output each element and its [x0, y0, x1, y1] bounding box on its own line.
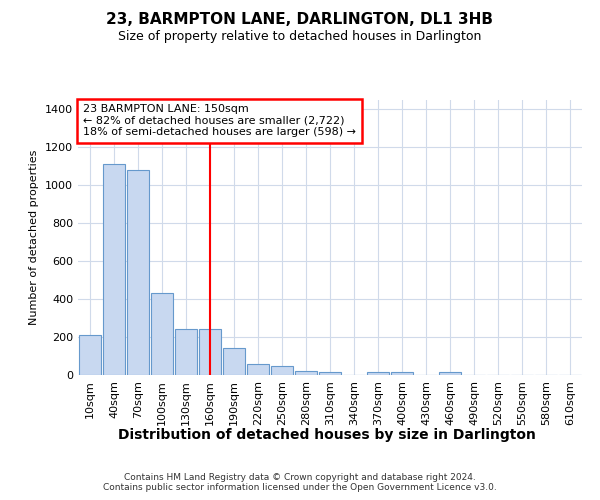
Text: Contains public sector information licensed under the Open Government Licence v3: Contains public sector information licen… [103, 484, 497, 492]
Bar [79, 335, 101, 375]
Text: Contains HM Land Registry data © Crown copyright and database right 2024.: Contains HM Land Registry data © Crown c… [124, 472, 476, 482]
Bar [199, 330, 221, 375]
Bar [223, 348, 245, 375]
Bar [271, 366, 293, 375]
Text: 23 BARMPTON LANE: 150sqm
← 82% of detached houses are smaller (2,722)
18% of sem: 23 BARMPTON LANE: 150sqm ← 82% of detach… [83, 104, 356, 138]
Bar [391, 372, 413, 375]
Bar [151, 294, 173, 375]
Text: 23, BARMPTON LANE, DARLINGTON, DL1 3HB: 23, BARMPTON LANE, DARLINGTON, DL1 3HB [107, 12, 493, 28]
Text: Distribution of detached houses by size in Darlington: Distribution of detached houses by size … [118, 428, 536, 442]
Bar [439, 372, 461, 375]
Bar [175, 330, 197, 375]
Bar [367, 372, 389, 375]
Bar [295, 371, 317, 375]
Text: Size of property relative to detached houses in Darlington: Size of property relative to detached ho… [118, 30, 482, 43]
Y-axis label: Number of detached properties: Number of detached properties [29, 150, 40, 325]
Bar [247, 364, 269, 375]
Bar [319, 372, 341, 375]
Bar [103, 164, 125, 375]
Bar [127, 170, 149, 375]
